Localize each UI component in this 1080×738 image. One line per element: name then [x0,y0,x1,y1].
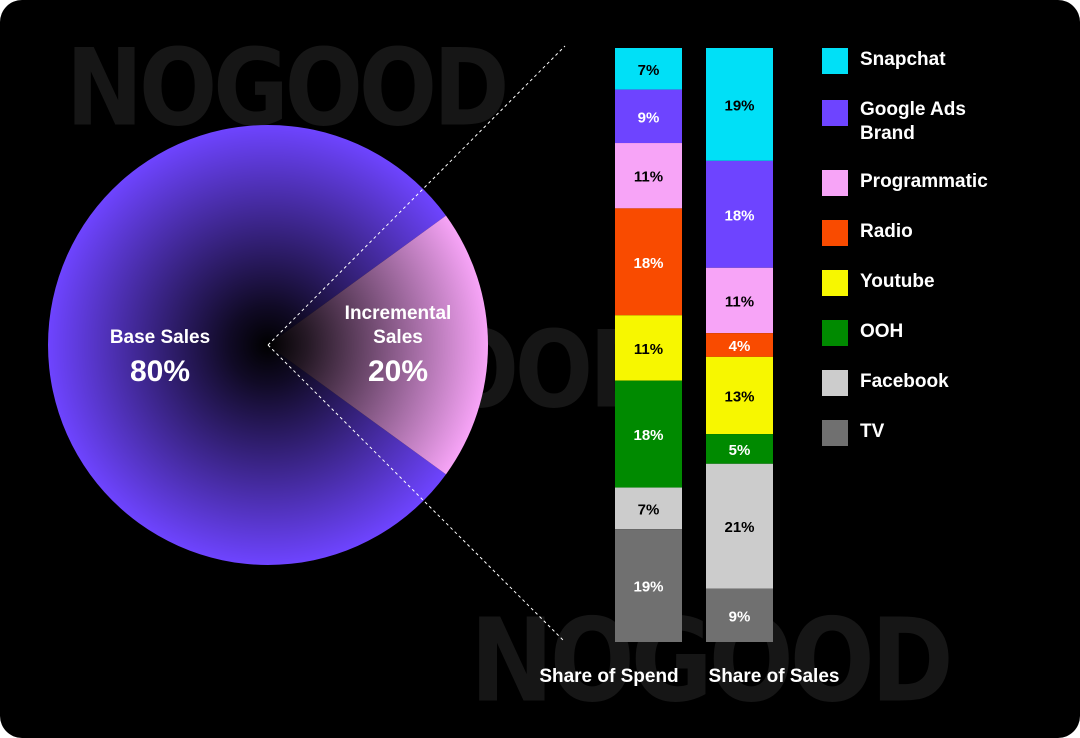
connector-line-bottom [267,344,566,643]
bar-label-spend-youtube: 11% [634,341,663,358]
bar-segment-spend-radio [615,208,682,316]
bar-segment-spend-tv [615,529,682,642]
pie-label-incremental-line1: Incremental [345,303,452,324]
stacked-bars: 7% 9% 11% 18% 11% 18% 7% 19% 19% 18% 11% 4% 13% 5% 21%… [615,48,773,642]
bar-segment-sales-radio [706,333,773,357]
legend-item-youtube: Youtube [822,270,1030,296]
legend-swatch-radio [822,220,848,246]
bar-segment-sales-youtube [706,356,773,435]
legend-item-snapchat: Snapchat [822,48,1030,74]
bar-label-sales-youtube: 13% [724,388,754,405]
legend-label-youtube: Youtube [860,271,935,292]
bar-label-spend-google-ads-brand: 9% [638,109,660,126]
bar-label-spend-facebook: 7% [638,501,660,518]
bar-segment-sales-google-ads-brand [706,160,773,268]
pie-label-incremental-line2: Sales [373,327,423,348]
bar-label-share-of-spend: Share of Spend [539,666,679,687]
bar-label-sales-radio: 4% [729,338,751,355]
bar-label-spend-programmatic: 11% [634,169,663,186]
bar-segment-sales-snapchat [706,48,773,161]
legend-label-snapchat: Snapchat [860,49,946,70]
bar-label-share-of-sales: Share of Sales [708,666,840,687]
bar-label-sales-google-ads-brand: 18% [724,207,754,224]
legend-item-tv: TV [822,420,1030,446]
pie-value-incremental-sales: 20% [368,355,428,388]
bar-label-sales-tv: 9% [729,608,751,625]
bar-label-sales-programmatic: 11% [725,293,754,310]
connector-lines [267,45,566,643]
bar-segment-sales-tv [706,588,773,642]
legend-swatch-google-ads-brand [822,100,848,126]
legend-item-programmatic: Programmatic [822,170,1030,196]
bar-label-spend-tv: 19% [633,579,663,596]
legend-item-google-ads-brand: Google Ads Brand [822,98,980,146]
connector-line-top [267,45,566,346]
legend-swatch-youtube [822,270,848,296]
legend-label-google-ads-brand: Google Ads Brand [860,99,966,144]
legend-swatch-tv [822,420,848,446]
bar-segment-sales-ooh [706,434,773,464]
bar-segment-spend-youtube [615,315,682,381]
legend-label-facebook: Facebook [860,371,949,392]
legend-item-radio: Radio [822,220,1030,246]
bar-segment-spend-ooh [615,380,682,488]
bar-label-sales-facebook: 21% [724,519,754,536]
legend-label-ooh: OOH [860,321,904,342]
bar-label-sales-ooh: 5% [729,442,751,459]
legend-label-radio: Radio [860,221,913,242]
legend-label-tv: TV [860,421,885,442]
bar-label-spend-snapchat: 7% [638,62,660,79]
watermark-top: NOGOOD [66,26,510,150]
bar-segment-spend-facebook [615,487,682,530]
bar-segment-sales-programmatic [706,267,773,334]
legend-item-facebook: Facebook [822,370,1030,396]
pie-value-base-sales: 80% [130,355,190,388]
legend-item-ooh: OOH [822,320,1030,346]
bar-segment-spend-google-ads-brand [615,89,682,144]
bar-segment-spend-snapchat [615,48,682,90]
bar-label-sales-snapchat: 19% [724,97,754,114]
pie-label-base-sales: Base Sales [110,327,210,348]
bar-label-spend-radio: 18% [633,255,663,272]
legend-swatch-ooh [822,320,848,346]
legend-swatch-facebook [822,370,848,396]
bar-segment-sales-facebook [706,463,773,589]
bar-label-spend-ooh: 18% [633,427,663,444]
legend-swatch-programmatic [822,170,848,196]
legend-label-programmatic: Programmatic [860,171,988,192]
legend-swatch-snapchat [822,48,848,74]
bar-segment-spend-programmatic [615,143,682,209]
